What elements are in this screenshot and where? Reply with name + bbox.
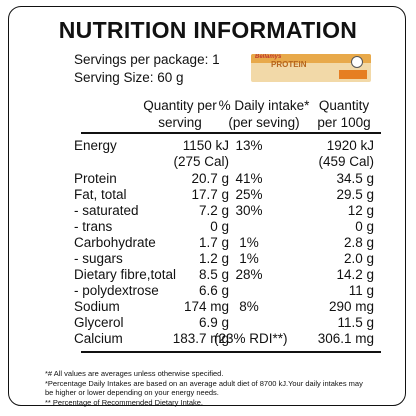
nutrient-label: Sodium bbox=[74, 299, 120, 314]
nutrient-label: - trans bbox=[74, 219, 113, 234]
per-100g-value: 1920 kJ bbox=[326, 138, 374, 153]
per-serving-value: 17.7 g bbox=[191, 187, 229, 202]
header-per-serving-line2: serving bbox=[158, 115, 202, 130]
daily-intake-value: 28% bbox=[235, 267, 263, 282]
nutrition-panel: NUTRITION INFORMATION Servings per packa… bbox=[8, 6, 407, 407]
product-flash bbox=[339, 70, 367, 79]
per-100g-value: 2.8 g bbox=[343, 235, 374, 250]
table-row: Sodium 174 mg 8% 290 mg bbox=[9, 299, 407, 315]
header-divider bbox=[81, 132, 381, 134]
footnote: be higher or lower depending on your ene… bbox=[45, 388, 219, 398]
nutrient-label: Protein bbox=[74, 171, 117, 186]
product-brand: Bellamys bbox=[255, 54, 282, 60]
daily-intake-value: 13% bbox=[235, 138, 263, 153]
per-serving-value: 1.2 g bbox=[198, 251, 229, 266]
header-per-serving-line1: Quantity per bbox=[143, 98, 217, 113]
table-row: Protein 20.7 g 41% 34.5 g bbox=[9, 171, 407, 187]
per-100g-value: 29.5 g bbox=[336, 187, 374, 202]
daily-intake-value: 8% bbox=[239, 299, 259, 314]
header-per-100g-line2: per 100g bbox=[317, 115, 371, 130]
per-100g-value: 11.5 g bbox=[337, 315, 374, 330]
nutrient-label: - polydextrose bbox=[74, 283, 159, 298]
per-serving-value: 20.7 g bbox=[191, 171, 229, 186]
nutrient-label: Carbohydrate bbox=[74, 235, 156, 250]
table-row: - sugars 1.2 g 1% 2.0 g bbox=[9, 251, 407, 267]
table-row: - trans 0 g 0 g bbox=[9, 219, 407, 235]
daily-intake-value: 41% bbox=[235, 171, 263, 186]
per-serving-value: (275 Cal) bbox=[173, 154, 229, 169]
daily-intake-value: 25% bbox=[235, 187, 263, 202]
footer-divider bbox=[81, 351, 381, 353]
daily-intake-value: 1% bbox=[239, 235, 259, 250]
per-serving-value: 1.7 g bbox=[198, 235, 229, 250]
table-row: Dietary fibre,total 8.5 g 28% 14.2 g bbox=[9, 267, 407, 283]
per-100g-value: 2.0 g bbox=[343, 251, 374, 266]
per-serving-value: 7.2 g bbox=[198, 203, 229, 218]
per-serving-value: 183.7 mg bbox=[172, 331, 229, 346]
per-100g-value: 290 mg bbox=[328, 299, 374, 314]
footnote: *Percentage Daily Intakes are based on a… bbox=[45, 378, 363, 388]
per-100g-value: 0 g bbox=[355, 219, 374, 234]
nutrient-label: - saturated bbox=[74, 203, 139, 218]
table-row: Calcium 183.7 mg (23% RDI**) 306.1 mg bbox=[9, 331, 407, 347]
per-serving-value: 8.5 g bbox=[198, 267, 229, 282]
header-per-serving: Quantity per serving bbox=[125, 97, 235, 131]
table-row: Energy 1150 kJ 13% 1920 kJ bbox=[9, 138, 407, 154]
per-100g-value: (459 Cal) bbox=[318, 154, 374, 169]
nutrient-label: Dietary fibre,total bbox=[74, 267, 177, 282]
daily-intake-value: 1% bbox=[239, 251, 259, 266]
nutrient-label: Fat, total bbox=[74, 187, 127, 202]
per-100g-value: 12 g bbox=[347, 203, 374, 218]
per-100g-value: 306.1 mg bbox=[317, 331, 374, 346]
table-row: Fat, total 17.7 g 25% 29.5 g bbox=[9, 187, 407, 203]
nutrient-label: Energy bbox=[74, 138, 117, 153]
table-row: (275 Cal) (459 Cal) bbox=[9, 154, 407, 170]
header-daily-intake-line2: (per seving) bbox=[228, 115, 300, 130]
header-daily-intake-line1: % Daily intake* bbox=[218, 98, 310, 113]
panel-title: NUTRITION INFORMATION bbox=[58, 17, 358, 43]
per-100g-value: 11 g bbox=[348, 283, 374, 298]
header-per-100g: Quantity per 100g bbox=[304, 97, 384, 131]
product-badge-icon bbox=[351, 56, 363, 68]
product-image: Bellamys PROTEIN bbox=[251, 54, 371, 82]
table-row: - polydextrose 6.6 g 11 g bbox=[9, 283, 407, 299]
servings-per-package: Servings per package: 1 bbox=[74, 52, 220, 67]
per-serving-value: 6.6 g bbox=[198, 283, 229, 298]
daily-intake-value: (23% RDI**) bbox=[214, 331, 288, 346]
per-serving-value: 1150 kJ bbox=[182, 138, 229, 153]
table-row: - saturated 7.2 g 30% 12 g bbox=[9, 203, 407, 219]
per-100g-value: 34.5 g bbox=[336, 171, 374, 186]
footnote: ** Percentage of Recommended Dietary Int… bbox=[45, 397, 204, 407]
header-per-100g-line1: Quantity bbox=[318, 98, 370, 113]
nutrient-label: Glycerol bbox=[74, 315, 124, 330]
table-row: Glycerol 6.9 g 11.5 g bbox=[9, 315, 407, 331]
product-band bbox=[251, 54, 371, 63]
nutrient-label: - sugars bbox=[74, 251, 123, 266]
header-daily-intake: % Daily intake* (per seving) bbox=[209, 97, 319, 131]
daily-intake-value: 30% bbox=[235, 203, 263, 218]
per-serving-value: 174 mg bbox=[183, 299, 229, 314]
per-serving-value: 0 g bbox=[210, 219, 229, 234]
nutrient-label: Calcium bbox=[74, 331, 123, 346]
product-name: PROTEIN bbox=[271, 60, 307, 69]
per-100g-value: 14.2 g bbox=[336, 267, 374, 282]
serving-size: Serving Size: 60 g bbox=[74, 70, 184, 85]
table-row: Carbohydrate 1.7 g 1% 2.8 g bbox=[9, 235, 407, 251]
footnote: *# All values are averages unless otherw… bbox=[45, 369, 224, 378]
per-serving-value: 6.9 g bbox=[198, 315, 229, 330]
footnotes: *# All values are averages unless otherw… bbox=[45, 369, 400, 407]
